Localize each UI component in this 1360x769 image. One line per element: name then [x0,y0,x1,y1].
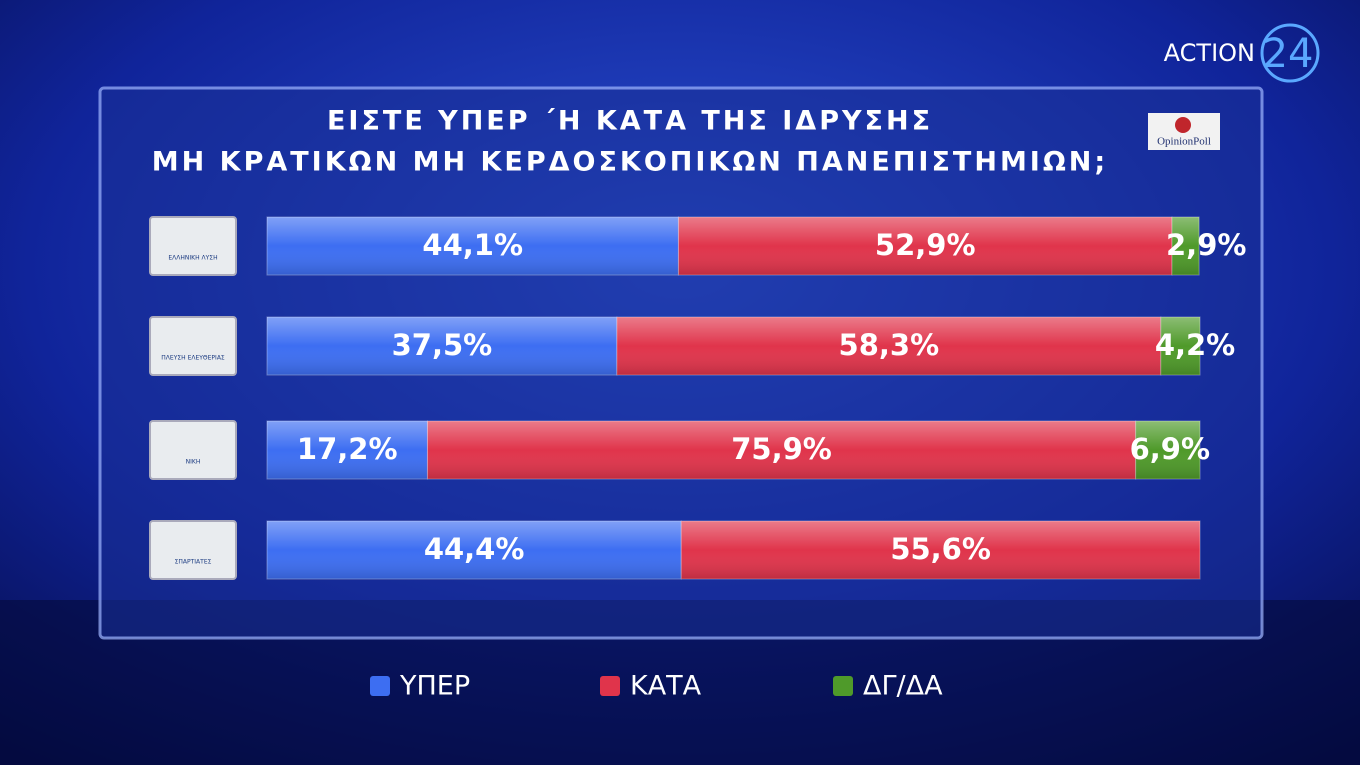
value-label: 58,3% [839,328,940,362]
channel-number: 24 [1263,31,1314,77]
value-label: 2,9% [1166,228,1246,262]
logo-box [149,520,237,580]
channel-ring [1260,23,1320,83]
value-label: 37,5% [392,328,493,362]
bar-shine [427,421,1136,479]
value-label: 44,4% [424,532,525,566]
category-label: ΠΛΕΥΣΗ ΕΛΕΥΘΕΡΙΑΣ [161,355,225,362]
value-label: 6,9% [1130,432,1210,466]
bar-shine [267,217,679,275]
pollster-icon [1175,117,1191,133]
category-label: ΣΠΑΡΤΙΑΤΕΣ [175,559,212,566]
pollster-name: OpinionPoll [1157,136,1211,148]
logo-box [149,316,237,376]
bar-shine [267,317,617,375]
legend-swatch [600,676,620,696]
logo-box [149,216,237,276]
bar-shine [616,317,1161,375]
legend-label: ΚΑΤΑ [630,671,702,702]
legend-swatch [370,676,390,696]
chart-title: ΕΙΣΤΕ ΥΠΕΡ ΄Η ΚΑΤΑ ΤΗΣ ΙΔΡΥΣΗΣ [327,106,933,137]
logo-box [149,420,237,480]
bar-shine [267,421,428,479]
value-label: 75,9% [731,432,832,466]
value-label: 55,6% [890,532,991,566]
legend-label: ΔΓ/ΔΑ [863,671,943,702]
legend-label: ΥΠΕΡ [399,671,470,702]
value-label: 44,1% [422,228,523,262]
bar-shine [678,217,1173,275]
value-label: 52,9% [875,228,976,262]
channel-name: ACTION [1164,39,1255,67]
value-label: 17,2% [297,432,398,466]
chart-title: ΜΗ ΚΡΑΤΙΚΩΝ ΜΗ ΚΕΡΔΟΣΚΟΠΙΚΩΝ ΠΑΝΕΠΙΣΤΗΜΙ… [152,147,1108,178]
category-label: ΝΙΚΗ [186,459,201,466]
bar-shine [267,521,682,579]
bar-shine [1172,217,1200,275]
category-label: ΕΛΛΗΝΙΚΗ ΛΥΣΗ [168,255,217,262]
bar-shine [681,521,1200,579]
bar-shine [1160,317,1200,375]
legend-swatch [833,676,853,696]
value-label: 4,2% [1155,328,1235,362]
bar-shine [1135,421,1200,479]
